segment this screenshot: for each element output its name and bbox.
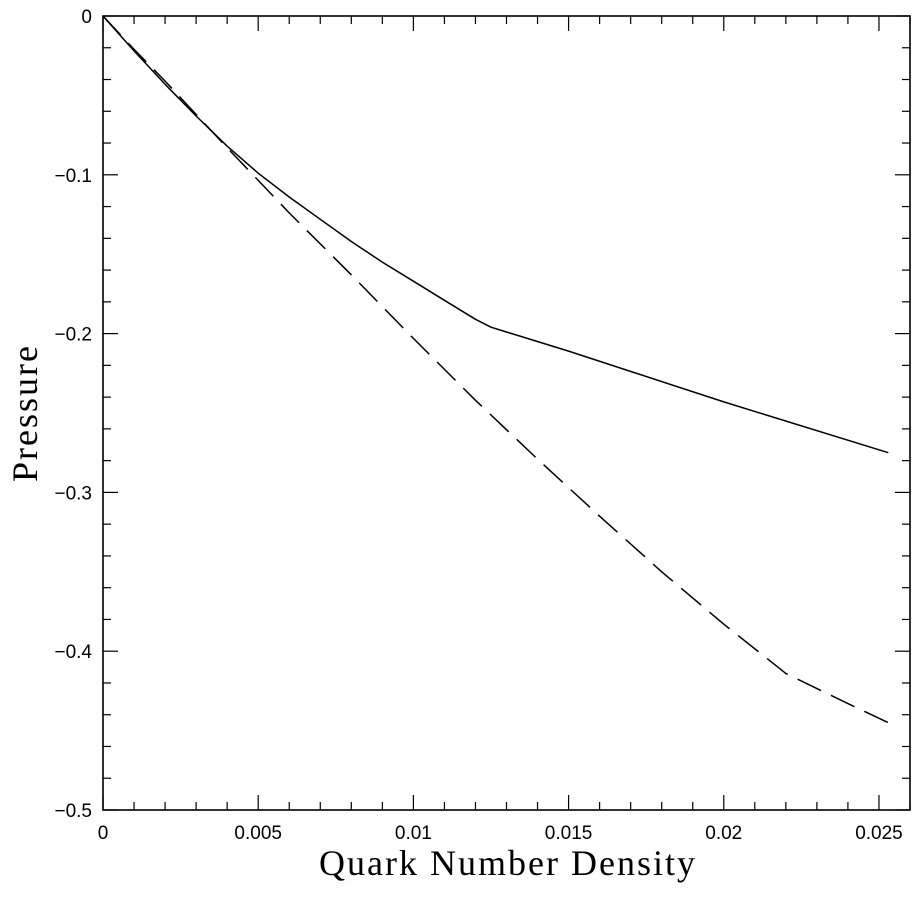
x-tick-label: 0 — [98, 823, 109, 844]
ticks — [102, 15, 911, 811]
dashed-series-line — [102, 15, 889, 724]
series — [102, 15, 889, 724]
tick-labels: 0 0.005 0.01 0.015 0.02 0.025 0 −0.1 −0.2 −0.3 −0.… — [54, 7, 902, 844]
x-axis-title: Quark Number Density — [319, 843, 697, 883]
x-tick-label: 0.01 — [395, 823, 432, 844]
x-tick-label: 0.005 — [234, 823, 282, 844]
y-tick-label: −0.4 — [54, 642, 92, 663]
x-tick-label: 0.025 — [855, 823, 903, 844]
plot-frame — [102, 15, 911, 811]
y-tick-label: −0.5 — [54, 801, 92, 822]
y-tick-label: 0 — [81, 7, 92, 28]
y-tick-label: −0.2 — [54, 325, 92, 346]
x-tick-label: 0.02 — [705, 823, 742, 844]
x-tick-label: 0.015 — [545, 823, 593, 844]
y-axis-title: Pressure — [5, 344, 45, 482]
solid-series-line — [102, 15, 889, 454]
y-tick-label: −0.1 — [54, 166, 92, 187]
y-tick-label: −0.3 — [54, 483, 92, 504]
